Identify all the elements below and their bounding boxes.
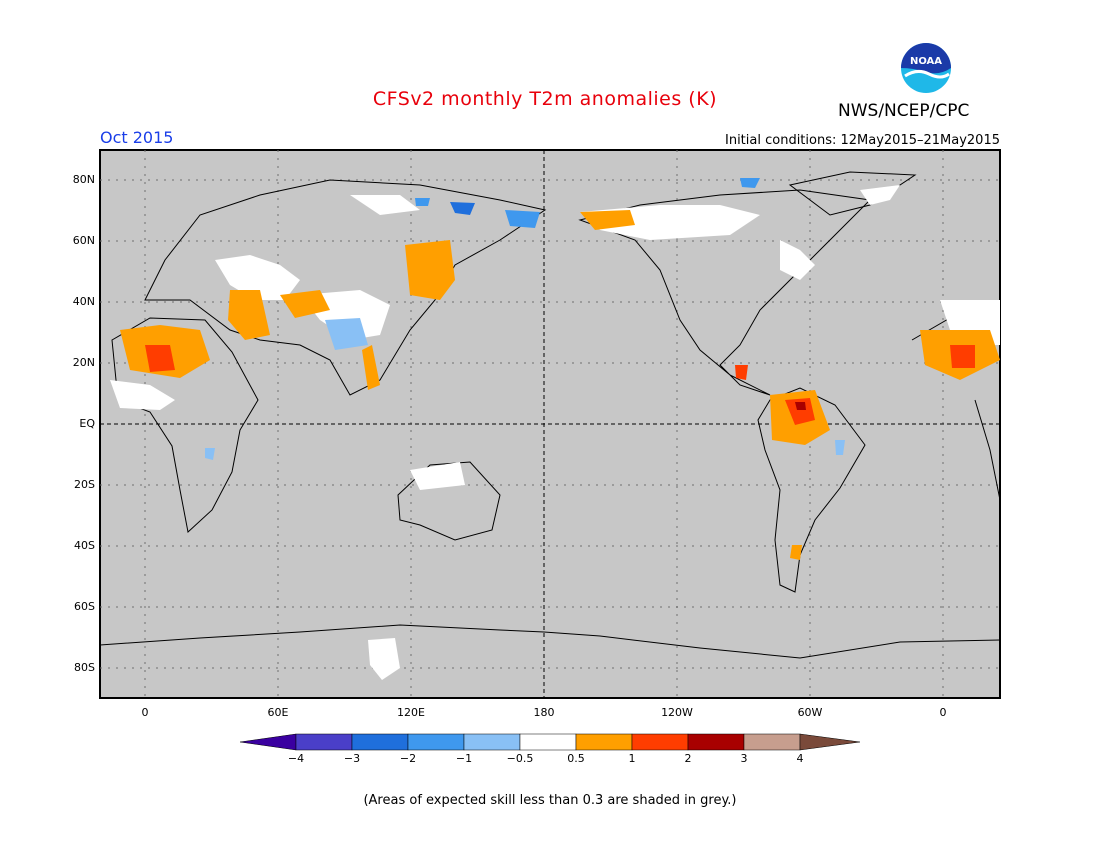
warm-anomaly-areas <box>120 210 1000 560</box>
cool-anomaly-areas <box>205 178 845 460</box>
lat-label: 60N <box>72 234 95 247</box>
colorbar-bin <box>575 733 633 751</box>
colorbar-bin <box>463 733 521 751</box>
colorbar-bin <box>743 733 801 751</box>
colorbar-label: −0.5 <box>506 752 534 765</box>
colorbar-label: 2 <box>684 752 692 765</box>
colorbar-label: 3 <box>740 752 748 765</box>
equator-dateline <box>100 150 1000 698</box>
map-title: CFSv2 monthly T2m anomalies (K) <box>372 88 718 110</box>
colorbar-bin <box>687 733 745 751</box>
colorbar <box>239 733 861 751</box>
lon-label: 0 <box>939 706 947 719</box>
lat-label: 60S <box>74 600 95 613</box>
lat-label: 40N <box>72 295 95 308</box>
lon-label: 120E <box>397 706 425 719</box>
lon-label: 0 <box>141 706 149 719</box>
colorbar-label: −2 <box>399 752 417 765</box>
colorbar-bin <box>631 733 689 751</box>
colorbar-label: 0.5 <box>567 752 585 765</box>
colorbar-bin <box>519 733 577 751</box>
lat-label: 80N <box>72 173 95 186</box>
noaa-logo: NOAA <box>895 42 957 94</box>
colorbar-upper-arrow <box>799 733 861 751</box>
lat-label: 20S <box>74 478 95 491</box>
lat-label: 80S <box>74 661 95 674</box>
colorbar-bin <box>407 733 465 751</box>
colorbar-label: 4 <box>796 752 804 765</box>
colorbar-bin <box>351 733 409 751</box>
initial-conditions-label: Initial conditions: 12May2015–21May2015 <box>725 133 1000 148</box>
skill-note: (Areas of expected skill less than 0.3 a… <box>363 793 737 808</box>
lat-label: EQ <box>79 417 95 430</box>
colorbar-lower-arrow <box>239 733 297 751</box>
colorbar-label: −3 <box>343 752 361 765</box>
lon-label: 120W <box>661 706 693 719</box>
lon-label: 60W <box>797 706 823 719</box>
lon-label: 180 <box>533 706 555 719</box>
colorbar-label: 1 <box>628 752 636 765</box>
lon-label: 60E <box>267 706 289 719</box>
lat-label: 20N <box>72 356 95 369</box>
organization-label: NWS/NCEP/CPC <box>838 101 970 121</box>
lat-label: 40S <box>74 539 95 552</box>
month-label: Oct 2015 <box>100 128 174 147</box>
colorbar-bin <box>295 733 353 751</box>
colorbar-label: −4 <box>287 752 305 765</box>
colorbar-label: −1 <box>455 752 473 765</box>
noaa-logo-text: NOAA <box>910 56 942 67</box>
